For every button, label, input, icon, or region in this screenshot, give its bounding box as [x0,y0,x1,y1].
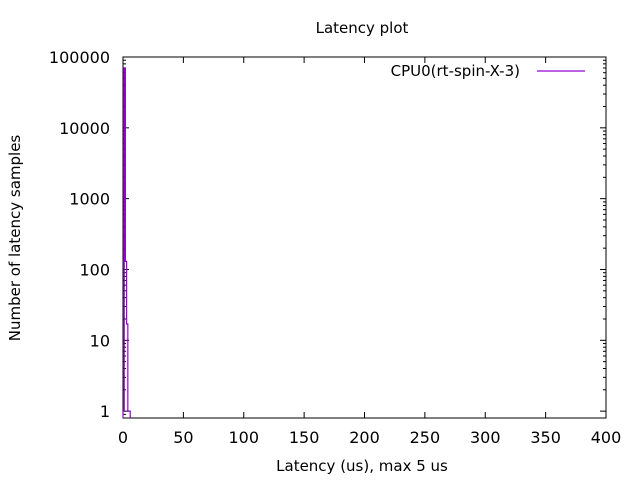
series-layer [122,67,131,418]
series-line [122,67,131,418]
y-axis: 1 10 100 1000 10000 100000 [49,48,606,421]
x-tick-label: 100 [228,428,259,447]
x-tick-label: 50 [173,428,193,447]
plot-border [122,56,607,419]
x-axis: 0 50 100 150 200 250 300 350 400 [118,57,621,447]
plot-frame [122,56,607,419]
y-axis-title: Number of latency samples [6,135,24,342]
chart-title: Latency plot [316,19,409,37]
y-tick-label: 10 [90,331,110,350]
legend-label: CPU0(rt-spin-X-3) [391,62,520,80]
x-tick-label: 400 [591,428,622,447]
x-tick-label: 350 [530,428,561,447]
x-tick-label: 0 [118,428,128,447]
x-tick-label: 200 [349,428,380,447]
y-tick-label: 100000 [49,48,110,67]
x-tick-label: 250 [410,428,441,447]
x-axis-title: Latency (us), max 5 us [276,457,448,475]
x-tick-label: 150 [289,428,320,447]
y-tick-label: 10000 [59,119,110,138]
x-tick-label: 300 [470,428,501,447]
y-tick-label: 100 [79,260,110,279]
y-tick-label: 1 [100,402,110,421]
legend: CPU0(rt-spin-X-3) [391,62,585,80]
y-tick-label: 1000 [69,190,110,209]
